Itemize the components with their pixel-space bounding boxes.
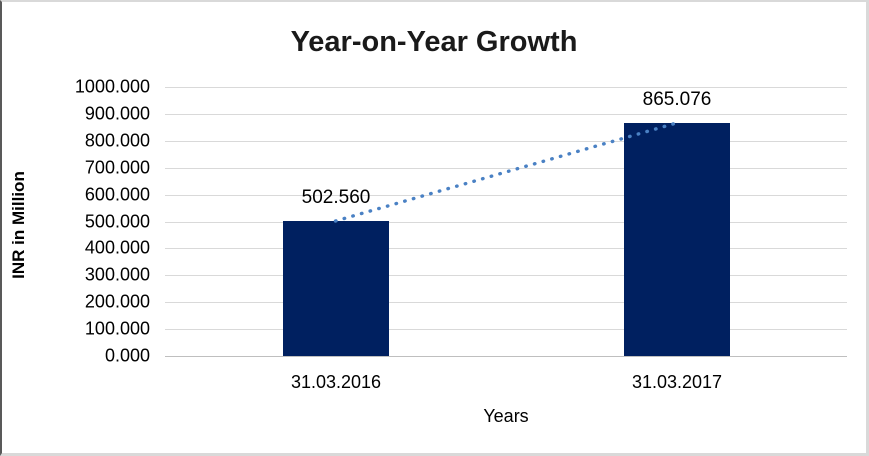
y-tick-label: 600.000 (84, 184, 150, 205)
bar-31.03.2016 (283, 221, 389, 356)
gridline (165, 329, 847, 330)
gridline (165, 275, 847, 276)
gridline (165, 168, 847, 169)
data-label-31.03.2016: 502.560 (301, 187, 371, 208)
gridline (165, 302, 847, 303)
y-tick-label: 900.000 (84, 103, 150, 124)
y-tick-label: 1000.000 (74, 76, 150, 97)
y-tick-label: 500.000 (84, 211, 150, 232)
plot-area: 502.560 865.076 (165, 87, 847, 357)
x-axis-line (165, 356, 847, 357)
gridline (165, 248, 847, 249)
y-tick-label: 100.000 (84, 318, 150, 339)
x-tick-label: 31.03.2016 (290, 372, 382, 392)
chart-title: Year-on-Year Growth (290, 26, 578, 58)
y-tick-label: 400.000 (84, 237, 150, 258)
gridline (165, 141, 847, 142)
x-tick-label: 31.03.2017 (631, 372, 723, 392)
y-tick-label: 300.000 (84, 264, 150, 285)
gridline (165, 222, 847, 223)
y-tick-label: 200.000 (84, 291, 150, 312)
x-axis-title: Years (483, 406, 529, 426)
data-label-31.03.2017: 865.076 (642, 89, 712, 110)
y-tick-label: 700.000 (84, 157, 150, 178)
y-tick-label: 800.000 (84, 130, 150, 151)
gridline (165, 114, 847, 115)
gridline (165, 87, 847, 88)
y-tick-label: 0.000 (104, 345, 150, 366)
bar-31.03.2017 (624, 123, 730, 356)
